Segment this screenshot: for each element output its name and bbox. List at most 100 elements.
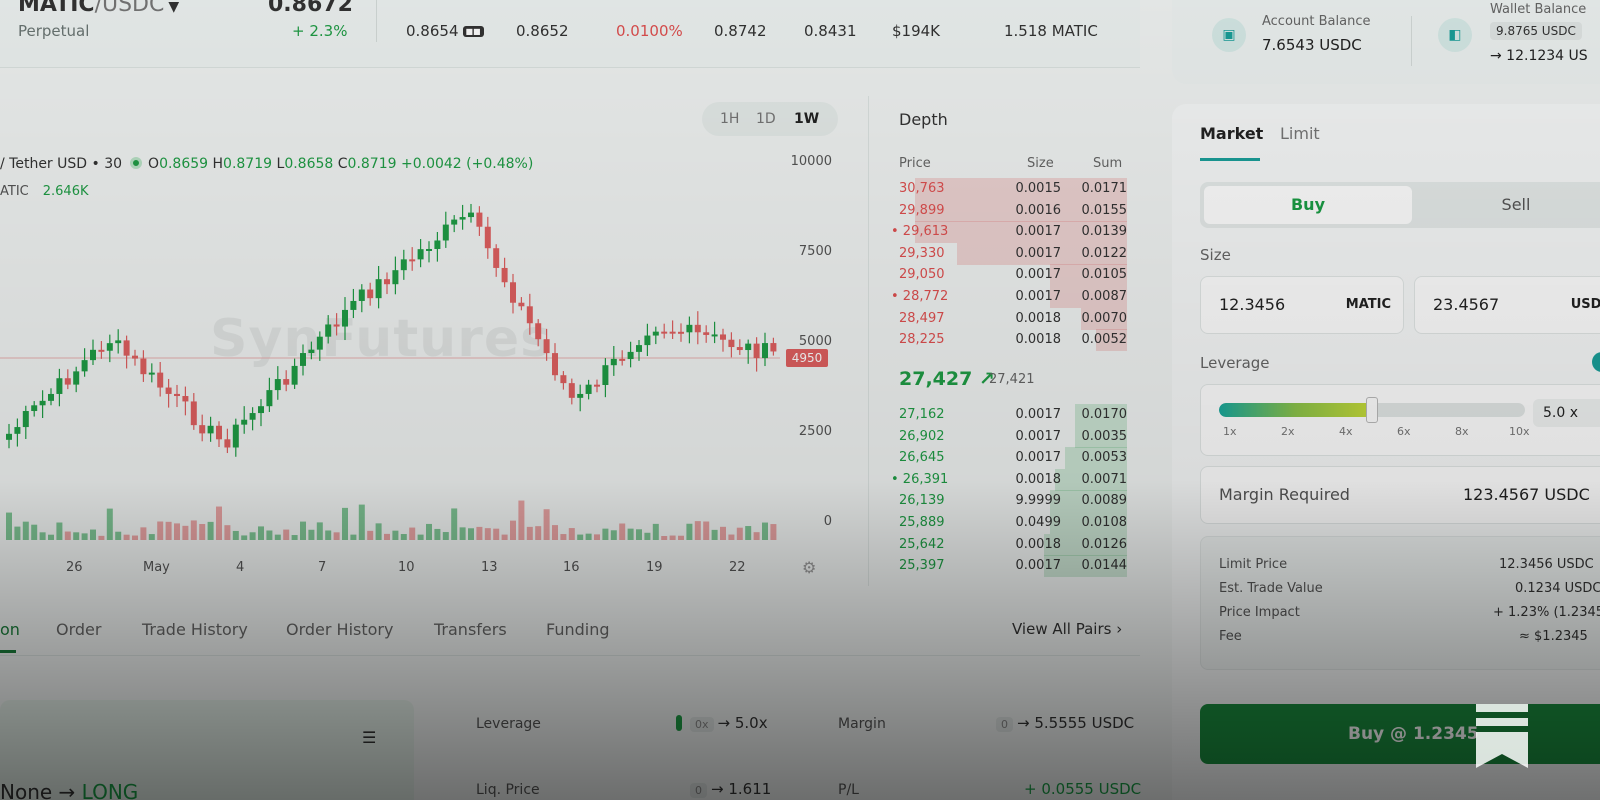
y-tick: 2500 — [798, 424, 832, 439]
order-price: 27,162 — [899, 407, 945, 422]
list-menu-icon[interactable]: ☰ — [362, 728, 377, 747]
order-size: 0.0018 — [1015, 332, 1062, 348]
tab-position[interactable]: on — [0, 620, 20, 639]
order-price: 28,225 — [899, 332, 945, 348]
candle-body — [31, 405, 38, 412]
order-price: 26,139 — [899, 493, 945, 509]
tab-transfers[interactable]: Transfers — [434, 620, 507, 639]
candle-body — [594, 384, 600, 387]
y-tick: 7500 — [798, 244, 832, 259]
current-price-tag: 4950 — [786, 349, 828, 367]
candle-body — [552, 353, 558, 376]
bid-row[interactable]: 25,642 0.0018 0.0126 — [869, 533, 1141, 556]
bid-row[interactable]: 25,397 0.0017 0.0144 — [869, 555, 1141, 578]
volume-bar — [342, 507, 348, 540]
volume-bar — [199, 523, 206, 540]
view-all-pairs-link[interactable]: View All Pairs › — [1012, 620, 1123, 638]
volume-bar — [190, 520, 197, 540]
volume-bar — [249, 532, 256, 540]
x-tick: 22 — [729, 560, 746, 575]
volume-bar — [316, 522, 323, 540]
candlestick-plot — [0, 203, 780, 540]
order-sum: 0.0070 — [1081, 310, 1128, 326]
order-sum: 0.0122 — [1081, 245, 1128, 261]
ask-row[interactable]: 29,330 0.0017 0.0122 — [869, 242, 1141, 265]
ask-row[interactable]: 28,497 0.0018 0.0070 — [869, 307, 1141, 330]
ask-row[interactable]: 29,050 0.0017 0.0105 — [869, 264, 1141, 287]
volume-bar — [174, 523, 180, 540]
candle-body — [442, 224, 449, 241]
bid-row[interactable]: 25,889 0.0499 0.0108 — [869, 512, 1141, 534]
tab-trade-history[interactable]: Trade History — [142, 620, 248, 639]
ask-row[interactable]: 29,899 0.0016 0.0155 — [869, 199, 1141, 222]
tab-order-history[interactable]: Order History — [286, 620, 394, 639]
volume-bar — [484, 528, 491, 540]
ask-row[interactable]: 28,225 0.0018 0.0052 — [869, 329, 1141, 352]
order-price: 28,497 — [899, 310, 945, 326]
candle-body — [232, 424, 239, 448]
mid-price: 27,427 ↗ — [899, 368, 995, 390]
ask-row[interactable]: • 28,772 0.0017 0.0087 — [869, 286, 1141, 308]
pair-selector[interactable]: MATIC/USDC ▼ — [18, 0, 179, 17]
volume-bar — [123, 534, 130, 540]
order-price: 26,645 — [899, 450, 945, 466]
tab-limit[interactable]: Limit — [1280, 124, 1320, 143]
x-tick: 4 — [236, 560, 245, 575]
price-chart[interactable]: 1H 1D 1W / Tether USD • 30 O0.8659 H0.871… — [0, 84, 840, 584]
size-input[interactable]: 12.3456 MATIC — [1200, 276, 1404, 334]
liq-price-change: 0 → 1.611 — [690, 780, 771, 798]
summary-row: Fee ≈ $1.2345 — [1219, 629, 1588, 644]
candle-body — [753, 343, 760, 359]
order-size: 0.0017 — [1015, 407, 1062, 422]
candle-body — [274, 379, 281, 391]
submit-buy-button[interactable]: Buy @ 1.2345 — [1200, 704, 1600, 764]
bid-row[interactable]: 26,645 0.0017 0.0053 — [869, 447, 1141, 470]
col-sum: Sum — [1093, 156, 1123, 171]
leverage-tick: 1x — [1223, 425, 1237, 438]
volume-bar — [48, 534, 54, 540]
candle-body — [661, 331, 668, 334]
account-balance-label: Account Balance — [1262, 14, 1371, 29]
last-price: 0.8672 — [268, 0, 353, 17]
timeframe-1w[interactable]: 1W — [794, 111, 820, 127]
ask-row[interactable]: 30,763 0.0015 0.0171 — [869, 178, 1141, 200]
bid-row[interactable]: 26,902 0.0017 0.0035 — [869, 425, 1141, 448]
leverage-tick: 2x — [1281, 425, 1295, 438]
bid-row[interactable]: • 26,391 0.0018 0.0071 — [869, 468, 1141, 491]
volume-bar — [31, 524, 38, 540]
volume-bar — [64, 531, 71, 540]
tab-market[interactable]: Market — [1200, 124, 1264, 143]
sell-toggle[interactable]: Sell — [1501, 195, 1531, 214]
timeframe-1h[interactable]: 1H — [720, 111, 740, 127]
tab-order[interactable]: Order — [56, 620, 102, 639]
order-price: 25,889 — [899, 515, 945, 530]
candle-body — [241, 419, 248, 425]
buy-toggle[interactable]: Buy — [1204, 186, 1412, 224]
quote-input[interactable]: 23.4567 USDC — [1414, 276, 1600, 334]
bid-row[interactable]: 27,162 0.0017 0.0170 — [869, 404, 1141, 426]
side-toggle: Buy Sell — [1200, 182, 1600, 228]
candle-body — [627, 351, 634, 360]
wallet-balance-value: → 12.1234 US — [1490, 48, 1588, 64]
leverage-value-input[interactable]: 5.0 x — [1533, 399, 1600, 427]
candle-body — [350, 300, 357, 310]
leverage-slider-thumb[interactable] — [1366, 397, 1378, 423]
tab-funding[interactable]: Funding — [546, 620, 610, 639]
divider — [1411, 16, 1412, 66]
x-tick: 13 — [481, 560, 498, 575]
volume-bar — [518, 500, 525, 540]
gear-icon[interactable]: ⚙ — [802, 558, 817, 577]
margin-required-label: Margin Required — [1219, 485, 1350, 504]
pl-value: + 0.0555 USDC — [1024, 780, 1142, 798]
low-24h: 0.8431 — [804, 22, 857, 40]
volume-bar — [627, 528, 634, 540]
summary-row: Est. Trade Value 0.1234 USDC — [1219, 581, 1600, 596]
candle-body — [644, 335, 651, 346]
x-tick: 7 — [318, 560, 327, 575]
ask-row[interactable]: • 29,613 0.0017 0.0139 — [869, 221, 1141, 244]
volume-bar — [216, 506, 222, 540]
wallet-icon: ◧ — [1438, 18, 1472, 52]
bid-row[interactable]: 26,139 9.9999 0.0089 — [869, 490, 1141, 513]
timeframe-1d[interactable]: 1D — [756, 111, 776, 127]
volume-bar — [358, 504, 365, 540]
